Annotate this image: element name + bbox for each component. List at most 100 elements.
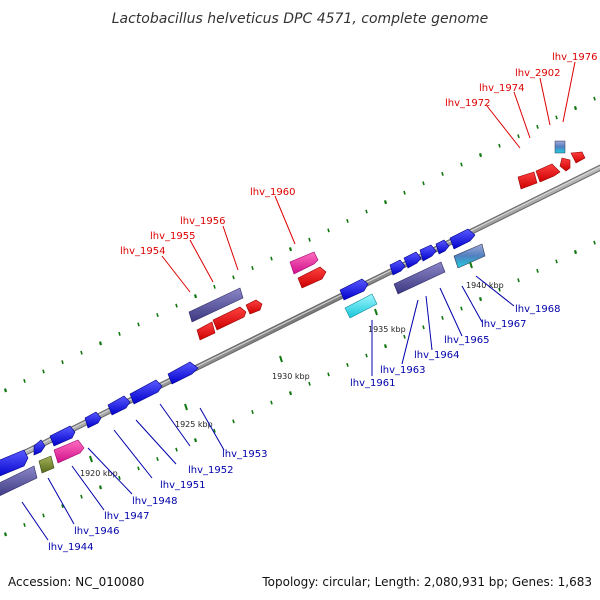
gene-track-top	[188, 140, 586, 341]
tick-dash	[383, 200, 388, 205]
scale-label: 1925 kbp	[175, 420, 213, 429]
gene-shape[interactable]	[570, 151, 586, 164]
gene-shape[interactable]	[0, 449, 29, 478]
gene-label-top[interactable]: lhv_1956	[180, 216, 225, 227]
tick-dash	[213, 428, 216, 433]
gene-label-top[interactable]: lhv_1976	[552, 52, 597, 63]
scale-label: 1920 kbp	[80, 469, 118, 478]
tick-dash	[270, 400, 273, 405]
gene-shape[interactable]	[389, 259, 406, 276]
gene-shape[interactable]	[212, 306, 247, 331]
gene-shape[interactable]	[196, 321, 216, 341]
gene-label-bottom[interactable]: lhv_1964	[414, 350, 459, 361]
gene-label-bottom[interactable]: lhv_1946	[74, 526, 119, 537]
tick-dash	[327, 228, 330, 233]
gene-shape[interactable]	[167, 361, 199, 385]
tick-dash	[498, 287, 501, 292]
tick-dash	[42, 369, 45, 374]
gene-shape[interactable]	[297, 266, 327, 289]
gene-shape[interactable]	[435, 239, 450, 255]
tick-dash	[346, 362, 349, 367]
tick-dash	[23, 378, 26, 383]
gene-label-bottom[interactable]: lhv_1944	[48, 542, 93, 553]
gene-shape[interactable]	[344, 293, 378, 319]
gene-label-top[interactable]: lhv_2902	[515, 68, 560, 79]
gene-shape[interactable]	[53, 439, 85, 464]
gene-shape[interactable]	[449, 228, 476, 250]
tick-dash	[460, 162, 463, 167]
gene-shape[interactable]	[339, 278, 369, 301]
gene-shape[interactable]	[33, 439, 46, 456]
gene-shape[interactable]	[49, 425, 76, 447]
gene-shape[interactable]	[38, 455, 55, 474]
bottom-leader-lines	[21, 275, 515, 541]
gene-label-bottom[interactable]: lhv_1952	[188, 465, 233, 476]
tick-dash	[193, 438, 198, 443]
tick-dash	[98, 485, 103, 490]
gene-shape[interactable]	[188, 287, 244, 323]
tick-dash	[288, 247, 293, 252]
tick-dash	[555, 259, 558, 264]
tick-dash	[573, 249, 578, 255]
tick-dash	[98, 341, 103, 346]
tick-dash	[593, 240, 596, 245]
tick-dash	[478, 297, 483, 302]
top-leader-lines	[161, 61, 576, 293]
tick-dash	[517, 134, 520, 139]
gene-shape[interactable]	[84, 411, 102, 429]
tick-dash	[593, 96, 596, 101]
gene-shape[interactable]	[393, 261, 446, 295]
tick-dash	[156, 313, 159, 318]
gene-label-top[interactable]: lhv_1954	[120, 246, 165, 257]
gene-shape[interactable]	[245, 299, 263, 315]
tick-dash	[80, 350, 83, 355]
tick-dash	[80, 494, 83, 499]
tick-dash	[232, 275, 235, 280]
gene-shape[interactable]	[559, 157, 571, 172]
gene-label-top[interactable]: lhv_1955	[150, 231, 195, 242]
tick-dash	[61, 360, 64, 365]
scale-label: 1930 kbp	[272, 372, 310, 381]
gene-shape[interactable]	[289, 251, 319, 275]
tick-dash	[498, 143, 501, 148]
gene-label-bottom[interactable]: lhv_1951	[160, 480, 205, 491]
gene-label-bottom[interactable]: lhv_1961	[350, 378, 395, 389]
tick-dash	[517, 278, 520, 283]
tick-dash	[346, 218, 349, 223]
tick-dash	[422, 325, 425, 330]
tick-dash	[441, 315, 444, 320]
gene-shape[interactable]	[107, 395, 131, 416]
tick-dash	[251, 266, 254, 270]
tick-dash	[3, 388, 8, 393]
tick-dash	[555, 115, 558, 120]
tick-dash	[536, 268, 539, 273]
gene-label-top[interactable]: lhv_1960	[250, 187, 295, 198]
gene-label-bottom[interactable]: lhv_1947	[104, 511, 149, 522]
gene-shape[interactable]	[403, 251, 422, 269]
tick-dash	[23, 522, 26, 527]
tick-dash	[327, 372, 330, 377]
gene-shape[interactable]	[129, 379, 163, 405]
gene-label-top[interactable]: lhv_1974	[479, 83, 524, 94]
gene-shape[interactable]	[419, 244, 437, 262]
tick-dash	[536, 124, 539, 129]
tick-dash	[478, 153, 483, 158]
gene-label-bottom[interactable]: lhv_1967	[481, 319, 526, 330]
gene-label-bottom[interactable]: lhv_1963	[380, 365, 425, 376]
genome-summary-text: Topology: circular; Length: 2,080,931 bp…	[261, 575, 592, 589]
gene-shape[interactable]	[453, 243, 486, 269]
accession-text: Accession: NC_010080	[8, 575, 144, 589]
gene-label-bottom[interactable]: lhv_1948	[132, 496, 177, 507]
gene-shape[interactable]	[535, 163, 561, 183]
gene-label-bottom[interactable]: lhv_1965	[444, 335, 489, 346]
gene-shape[interactable]	[554, 140, 566, 154]
gene-label-top[interactable]: lhv_1972	[445, 98, 490, 109]
gene-shape[interactable]	[517, 171, 538, 190]
gene-label-bottom[interactable]: lhv_1953	[222, 449, 267, 460]
tick-dash	[365, 209, 368, 214]
scale-label: 1935 kbp	[368, 325, 406, 334]
tick-dash	[175, 303, 178, 308]
gene-label-bottom[interactable]: lhv_1968	[515, 304, 560, 315]
gene-shape[interactable]	[0, 465, 38, 498]
tick-marks-top	[3, 96, 596, 393]
